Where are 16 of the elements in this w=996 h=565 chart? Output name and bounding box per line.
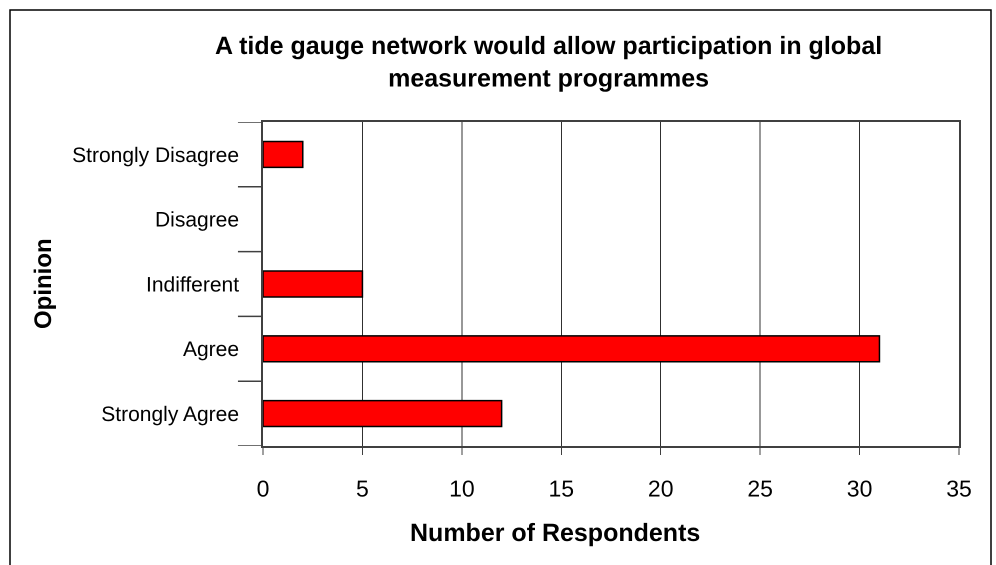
y-tick-label: Strongly Agree (101, 402, 240, 426)
x-axis-title: Number of Respondents (410, 519, 700, 547)
y-tick-label: Indifferent (146, 273, 240, 296)
chart-title: A tide gauge network would allow participation in global measurement programmes (215, 32, 882, 92)
x-tick-label: 25 (747, 475, 773, 502)
x-tick-label: 20 (648, 475, 674, 502)
x-tick-label: 30 (846, 475, 872, 502)
y-axis-title: Opinion (30, 238, 57, 329)
y-tick-label: Strongly Disagree (72, 144, 240, 167)
y-tick-label: Disagree (155, 208, 240, 232)
y-tick-label: Agree (183, 338, 240, 362)
x-tick-label: 5 (356, 475, 369, 502)
x-tick-label: 10 (449, 475, 475, 502)
x-tick-label: 15 (548, 475, 574, 502)
x-tick-label: 35 (946, 475, 972, 502)
x-tick-label: 0 (256, 475, 270, 502)
